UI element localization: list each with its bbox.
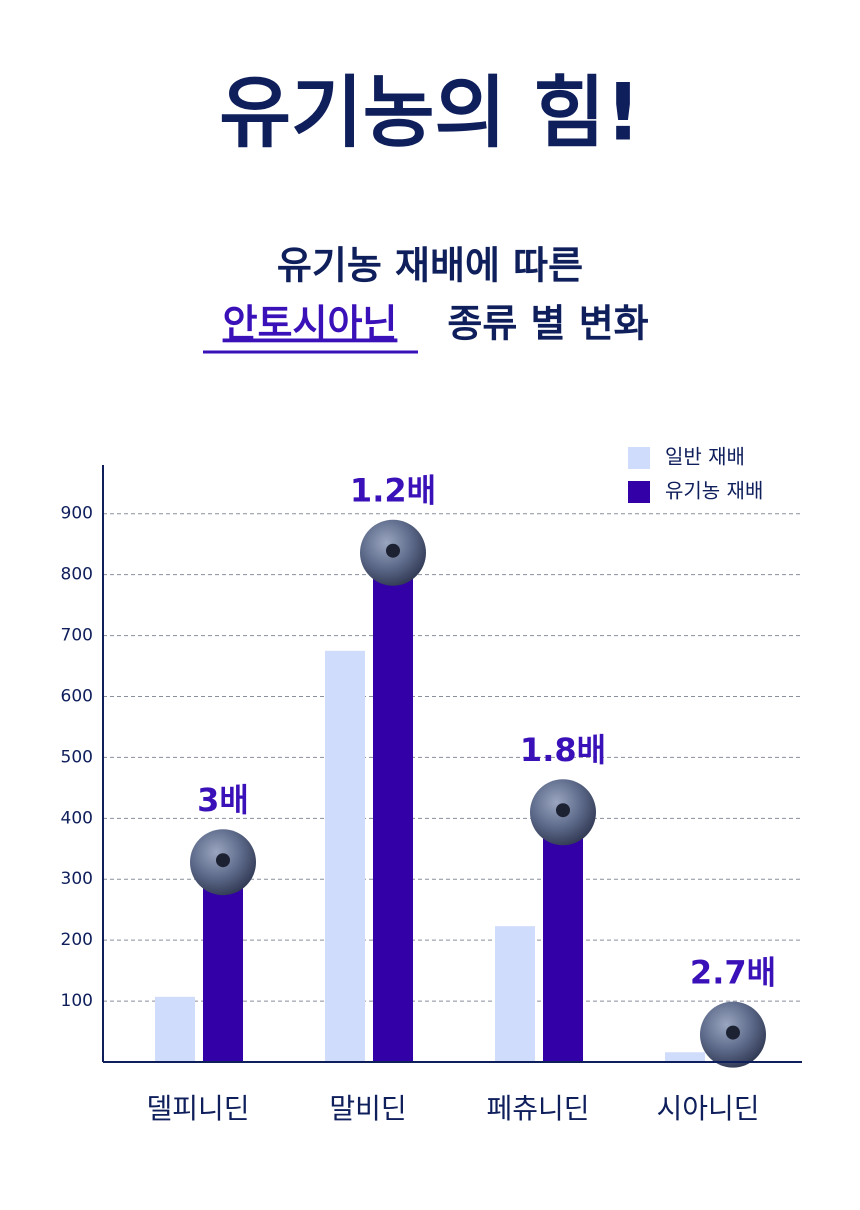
subtitle: 종류 별 변화 bbox=[447, 302, 648, 346]
bar bbox=[373, 552, 413, 1062]
x-tick-label: 페츄니딘 bbox=[486, 1092, 589, 1125]
ratio-label: 1.2배 bbox=[350, 472, 436, 510]
title: 유기농의 힘! bbox=[219, 68, 641, 158]
x-tick-label: 시아니딘 bbox=[656, 1092, 759, 1125]
ratio-label: 3배 bbox=[197, 781, 249, 819]
y-tick-label: 100 bbox=[61, 991, 93, 1011]
y-tick-label: 300 bbox=[61, 869, 93, 889]
bar bbox=[203, 862, 243, 1062]
legend-swatch bbox=[628, 481, 650, 503]
y-tick-label: 700 bbox=[61, 626, 93, 646]
ratio-label: 1.8배 bbox=[520, 731, 606, 769]
bar bbox=[155, 996, 195, 1062]
bar bbox=[495, 926, 535, 1062]
blueberry-crown bbox=[726, 1025, 740, 1040]
subtitle-highlight: 안토시아닌 bbox=[223, 302, 398, 346]
y-tick-label: 600 bbox=[61, 686, 93, 706]
y-tick-label: 200 bbox=[61, 930, 93, 950]
bar bbox=[325, 650, 365, 1062]
blueberry-crown bbox=[556, 803, 570, 818]
y-tick-label: 800 bbox=[61, 565, 93, 585]
subtitle: 유기농 재배에 따른 bbox=[277, 244, 583, 288]
blueberry-crown bbox=[216, 853, 230, 868]
x-tick-label: 델피니딘 bbox=[146, 1092, 249, 1125]
legend-swatch bbox=[628, 447, 650, 469]
y-tick-label: 900 bbox=[61, 504, 93, 524]
legend-label: 일반 재배 bbox=[665, 445, 745, 469]
bar bbox=[665, 1052, 705, 1062]
x-tick-label: 말비딘 bbox=[329, 1092, 406, 1125]
y-tick-label: 400 bbox=[61, 808, 93, 828]
blueberry-crown bbox=[386, 543, 400, 558]
bar bbox=[543, 812, 583, 1062]
legend-label: 유기농 재배 bbox=[665, 479, 763, 503]
ratio-label: 2.7배 bbox=[690, 954, 776, 992]
y-tick-label: 500 bbox=[61, 747, 93, 767]
